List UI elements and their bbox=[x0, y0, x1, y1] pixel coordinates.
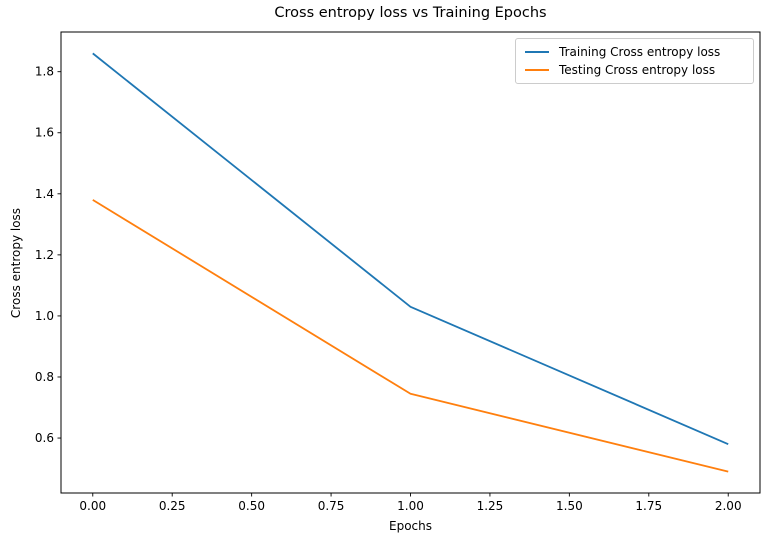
x-tick-label: 0.50 bbox=[238, 499, 265, 513]
y-tick-label: 1.0 bbox=[35, 309, 54, 323]
y-tick-label: 1.4 bbox=[35, 187, 54, 201]
legend-item-training: Training Cross entropy loss bbox=[525, 43, 744, 61]
chart-title: Cross entropy loss vs Training Epochs bbox=[274, 5, 547, 21]
x-tick-label: 2.00 bbox=[715, 499, 742, 513]
legend-label-testing: Testing Cross entropy loss bbox=[559, 63, 716, 77]
y-tick-label: 1.6 bbox=[35, 126, 54, 140]
y-tick-label: 1.8 bbox=[35, 65, 54, 79]
legend-label-training: Training Cross entropy loss bbox=[559, 45, 721, 59]
x-tick-label: 0.00 bbox=[79, 499, 106, 513]
x-tick-label: 1.50 bbox=[556, 499, 583, 513]
x-tick-label: 1.25 bbox=[477, 499, 504, 513]
testing-line-sample bbox=[525, 69, 549, 71]
y-tick-label: 0.8 bbox=[35, 370, 54, 384]
y-tick-label: 0.6 bbox=[35, 431, 54, 445]
x-tick-label: 1.00 bbox=[397, 499, 424, 513]
series-line-training bbox=[92, 52, 729, 445]
y-axis-label: Cross entropy loss bbox=[9, 207, 23, 319]
y-tick-label: 1.2 bbox=[35, 248, 54, 262]
x-tick-label: 1.75 bbox=[635, 499, 662, 513]
x-tick-label: 0.25 bbox=[159, 499, 186, 513]
axes-frame bbox=[60, 31, 761, 494]
legend-item-testing: Testing Cross entropy loss bbox=[525, 61, 744, 79]
x-axis-label: Epochs bbox=[389, 519, 432, 533]
series-line-testing bbox=[92, 199, 729, 473]
legend: Training Cross entropy loss Testing Cros… bbox=[515, 38, 754, 84]
training-line-sample bbox=[525, 51, 549, 53]
x-tick-label: 0.75 bbox=[318, 499, 345, 513]
